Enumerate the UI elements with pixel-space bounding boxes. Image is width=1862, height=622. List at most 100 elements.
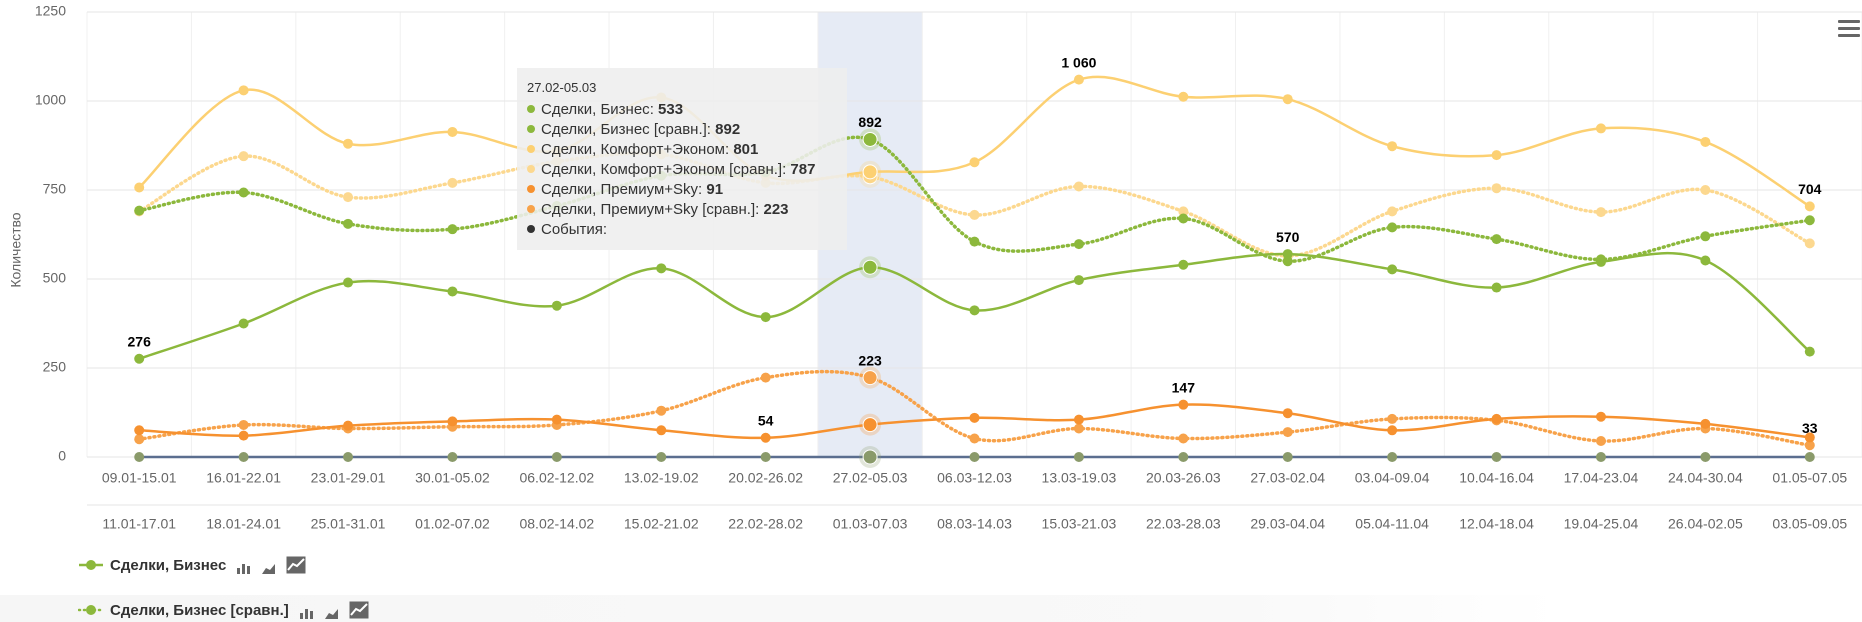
marker [447, 126, 458, 137]
marker [760, 452, 771, 462]
marker [551, 452, 562, 462]
x2-tick-label: 01.03-07.03 [833, 516, 908, 532]
legend-marker [86, 560, 96, 570]
marker [1700, 255, 1711, 266]
legend-item[interactable]: Сделки, Бизнес [сравн.] [78, 601, 375, 619]
marker [447, 286, 458, 297]
line-icon[interactable] [349, 601, 369, 619]
marker [1178, 452, 1189, 462]
marker [1804, 238, 1815, 249]
line-icon[interactable] [286, 556, 306, 574]
x2-tick-label: 29.03-04.04 [1250, 516, 1325, 532]
marker [134, 353, 145, 364]
x-tick-label: 20.02-26.02 [728, 470, 803, 486]
marker [1804, 346, 1815, 357]
marker [969, 236, 980, 247]
x2-tick-label: 03.05-09.05 [1772, 516, 1847, 532]
marker [343, 218, 354, 229]
marker [447, 416, 458, 427]
marker [656, 405, 667, 416]
legend-marker [86, 605, 96, 615]
x-tick-label: 24.04-30.04 [1668, 470, 1743, 486]
y-tick-label: 1250 [35, 3, 66, 19]
x2-tick-label: 22.02-28.02 [728, 516, 803, 532]
marker [760, 432, 771, 443]
marker [1178, 259, 1189, 270]
area-icon[interactable] [324, 607, 338, 619]
x2-tick-label: 18.01-24.01 [206, 516, 281, 532]
marker [862, 131, 878, 147]
marker [1178, 433, 1189, 444]
marker [969, 452, 980, 462]
marker [1387, 141, 1398, 152]
marker [343, 277, 354, 288]
x-tick-label: 06.03-12.03 [937, 470, 1012, 486]
marker [1387, 206, 1398, 217]
y-axis-title: Количество [8, 212, 24, 287]
tooltip-series-name: События [541, 221, 607, 238]
legend-item[interactable]: Сделки, Бизнес [78, 556, 312, 574]
marker [1178, 399, 1189, 410]
legend-label: Сделки, Бизнес [110, 556, 227, 574]
marker [1804, 452, 1815, 462]
marker [1073, 423, 1084, 434]
marker [862, 370, 878, 386]
bar-icon[interactable] [236, 562, 251, 574]
x2-tick-label: 11.01-17.01 [102, 516, 176, 532]
data-label: 54 [758, 412, 774, 428]
tooltip-row: Сделки, Премиум+Sky [сравн.]223 [527, 200, 837, 220]
area-icon[interactable] [261, 562, 276, 574]
menu-button[interactable] [1838, 20, 1860, 37]
marker [1387, 222, 1398, 233]
marker [1282, 256, 1293, 267]
marker [1804, 215, 1815, 226]
marker [447, 177, 458, 188]
bar-icon[interactable] [299, 607, 313, 619]
marker [447, 452, 458, 462]
marker [1491, 413, 1502, 424]
x2-tick-label: 05.04-11.04 [1355, 516, 1429, 532]
marker [1804, 201, 1815, 212]
tooltip-row: Сделки, Комфорт+Эконом [сравн.]787 [527, 160, 837, 180]
marker [656, 263, 667, 274]
marker [1282, 94, 1293, 105]
tooltip-bullet [527, 145, 535, 153]
marker [134, 434, 145, 445]
data-label: 147 [1172, 379, 1196, 395]
x2-tick-label: 19.04-25.04 [1564, 516, 1639, 532]
x2-tick-label: 15.02-21.02 [624, 516, 699, 532]
tooltip-series-name: Сделки, Бизнес [сравн.] [541, 121, 715, 138]
marker [1387, 425, 1398, 436]
marker [969, 412, 980, 423]
x-tick-label: 30.01-05.02 [415, 470, 490, 486]
tooltip-bullet [527, 225, 535, 233]
data-label: 892 [858, 114, 882, 130]
marker [1491, 234, 1502, 245]
marker [862, 164, 878, 180]
marker [969, 157, 980, 168]
marker [343, 452, 354, 462]
tooltip-row: Сделки, Бизнес [сравн.]892 [527, 120, 837, 140]
marker [656, 425, 667, 436]
marker [551, 414, 562, 425]
marker [343, 138, 354, 149]
marker [1073, 452, 1084, 462]
marker [1387, 413, 1398, 424]
menu-bar [1838, 27, 1860, 30]
tooltip-bullet [527, 205, 535, 213]
x2-tick-label: 15.03-21.03 [1042, 516, 1117, 532]
tooltip-bullet [527, 125, 535, 133]
tooltip-series-name: Сделки, Бизнес [541, 101, 658, 118]
marker [1073, 181, 1084, 192]
marker [1804, 432, 1815, 443]
marker [551, 300, 562, 311]
marker [1595, 256, 1606, 267]
tooltip-row: Сделки, Бизнес533 [527, 100, 837, 120]
marker [862, 449, 878, 465]
marker [969, 305, 980, 316]
data-label: 223 [858, 352, 882, 368]
y-tick-label: 0 [58, 448, 66, 464]
chart-type-switch [299, 601, 375, 619]
x2-tick-label: 08.03-14.03 [937, 516, 1012, 532]
